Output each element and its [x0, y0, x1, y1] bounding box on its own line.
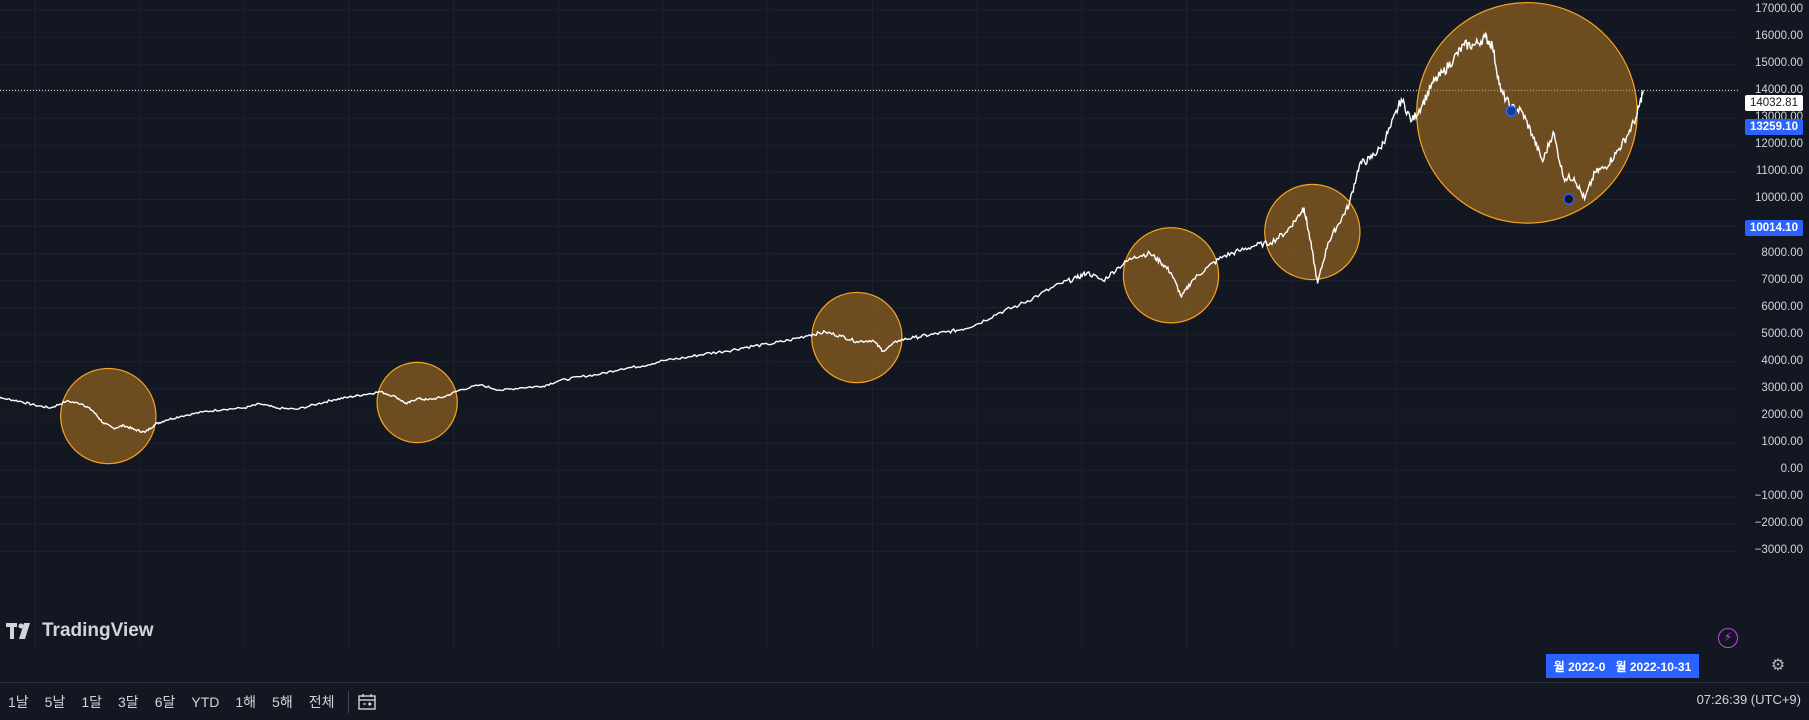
range-ytd-button[interactable]: YTD	[191, 693, 220, 710]
toolbar-divider	[348, 690, 350, 713]
price-tick-label: 5000.00	[1761, 327, 1803, 340]
date-range-start: 월 2022-0	[1553, 659, 1606, 674]
range-1m-button[interactable]: 1달	[81, 693, 103, 710]
highlight-circle	[376, 361, 458, 444]
highlight-circles	[60, 1, 1638, 465]
price-tick-label: −3000.00	[1754, 544, 1803, 557]
price-tick-label: 10000.00	[1755, 192, 1803, 205]
highlight-circle	[1264, 183, 1361, 281]
range-3m-button[interactable]: 3달	[118, 693, 139, 710]
price-tick-label: 16000.00	[1755, 30, 1803, 43]
range-all-button[interactable]: 전체	[308, 693, 335, 710]
price-line-series	[0, 31, 1644, 434]
date-range-end: 월 2022-10-31	[1615, 659, 1692, 674]
price-tick-label: 6000.00	[1761, 300, 1803, 313]
clock-readout: 07:26:39 (UTC+9)	[1696, 692, 1801, 707]
low-marker-point	[1563, 193, 1575, 205]
price-tick-label: 12000.00	[1755, 138, 1803, 151]
highlight-circle	[1122, 227, 1220, 324]
highlight-circle	[1416, 1, 1638, 224]
price-markers	[1505, 105, 1575, 205]
price-tick-label: 1000.00	[1761, 436, 1803, 449]
tradingview-logo-text: TradingView	[42, 620, 154, 641]
tradingview-logo: TradingView	[6, 620, 154, 642]
gear-icon[interactable]: ⚙	[1770, 657, 1786, 674]
price-tick-label: 11000.00	[1755, 165, 1803, 178]
low-marker-price-label: 10014.10	[1745, 220, 1803, 236]
price-tick-label: 3000.00	[1761, 381, 1803, 394]
lightning-icon[interactable]: ⚡	[1718, 628, 1738, 648]
price-tick-label: 14000.00	[1755, 84, 1803, 97]
calendar-range-icon[interactable]	[357, 692, 377, 712]
bottom-toolbar: 1날 5날 1달 3달 6달 YTD 1해 5해 전체 07:26:39 (UT…	[0, 682, 1809, 720]
range-5y-button[interactable]: 5해	[272, 693, 293, 710]
date-range-selection[interactable]: 월 2022-0 월 2022-10-31	[1546, 654, 1699, 678]
price-chart[interactable]: 2008200920102011201220132014201520162017…	[0, 0, 1738, 650]
price-tick-label: −2000.00	[1754, 517, 1803, 530]
range-5d-button[interactable]: 5날	[44, 693, 66, 710]
range-1y-button[interactable]: 1해	[235, 693, 257, 710]
price-tick-label: 4000.00	[1761, 354, 1803, 367]
highlight-circle	[60, 367, 157, 465]
crosshair-price-label: 14032.81	[1745, 95, 1803, 111]
price-tick-label: 2000.00	[1761, 409, 1803, 422]
price-line	[0, 31, 1644, 434]
price-tick-label: 7000.00	[1761, 273, 1803, 286]
range-6m-button[interactable]: 6달	[154, 693, 176, 710]
price-tick-label: 8000.00	[1761, 246, 1803, 259]
range-1d-button[interactable]: 1날	[8, 693, 29, 710]
price-tick-label: 0.00	[1780, 463, 1803, 476]
high-marker-price-label: 13259.10	[1745, 119, 1803, 135]
tradingview-icon	[6, 623, 30, 639]
high-marker-point	[1505, 105, 1518, 118]
price-tick-label: 17000.00	[1755, 3, 1803, 15]
price-tick-label: −1000.00	[1754, 490, 1803, 503]
highlight-circle	[811, 291, 903, 384]
price-tick-label: 15000.00	[1755, 57, 1803, 70]
